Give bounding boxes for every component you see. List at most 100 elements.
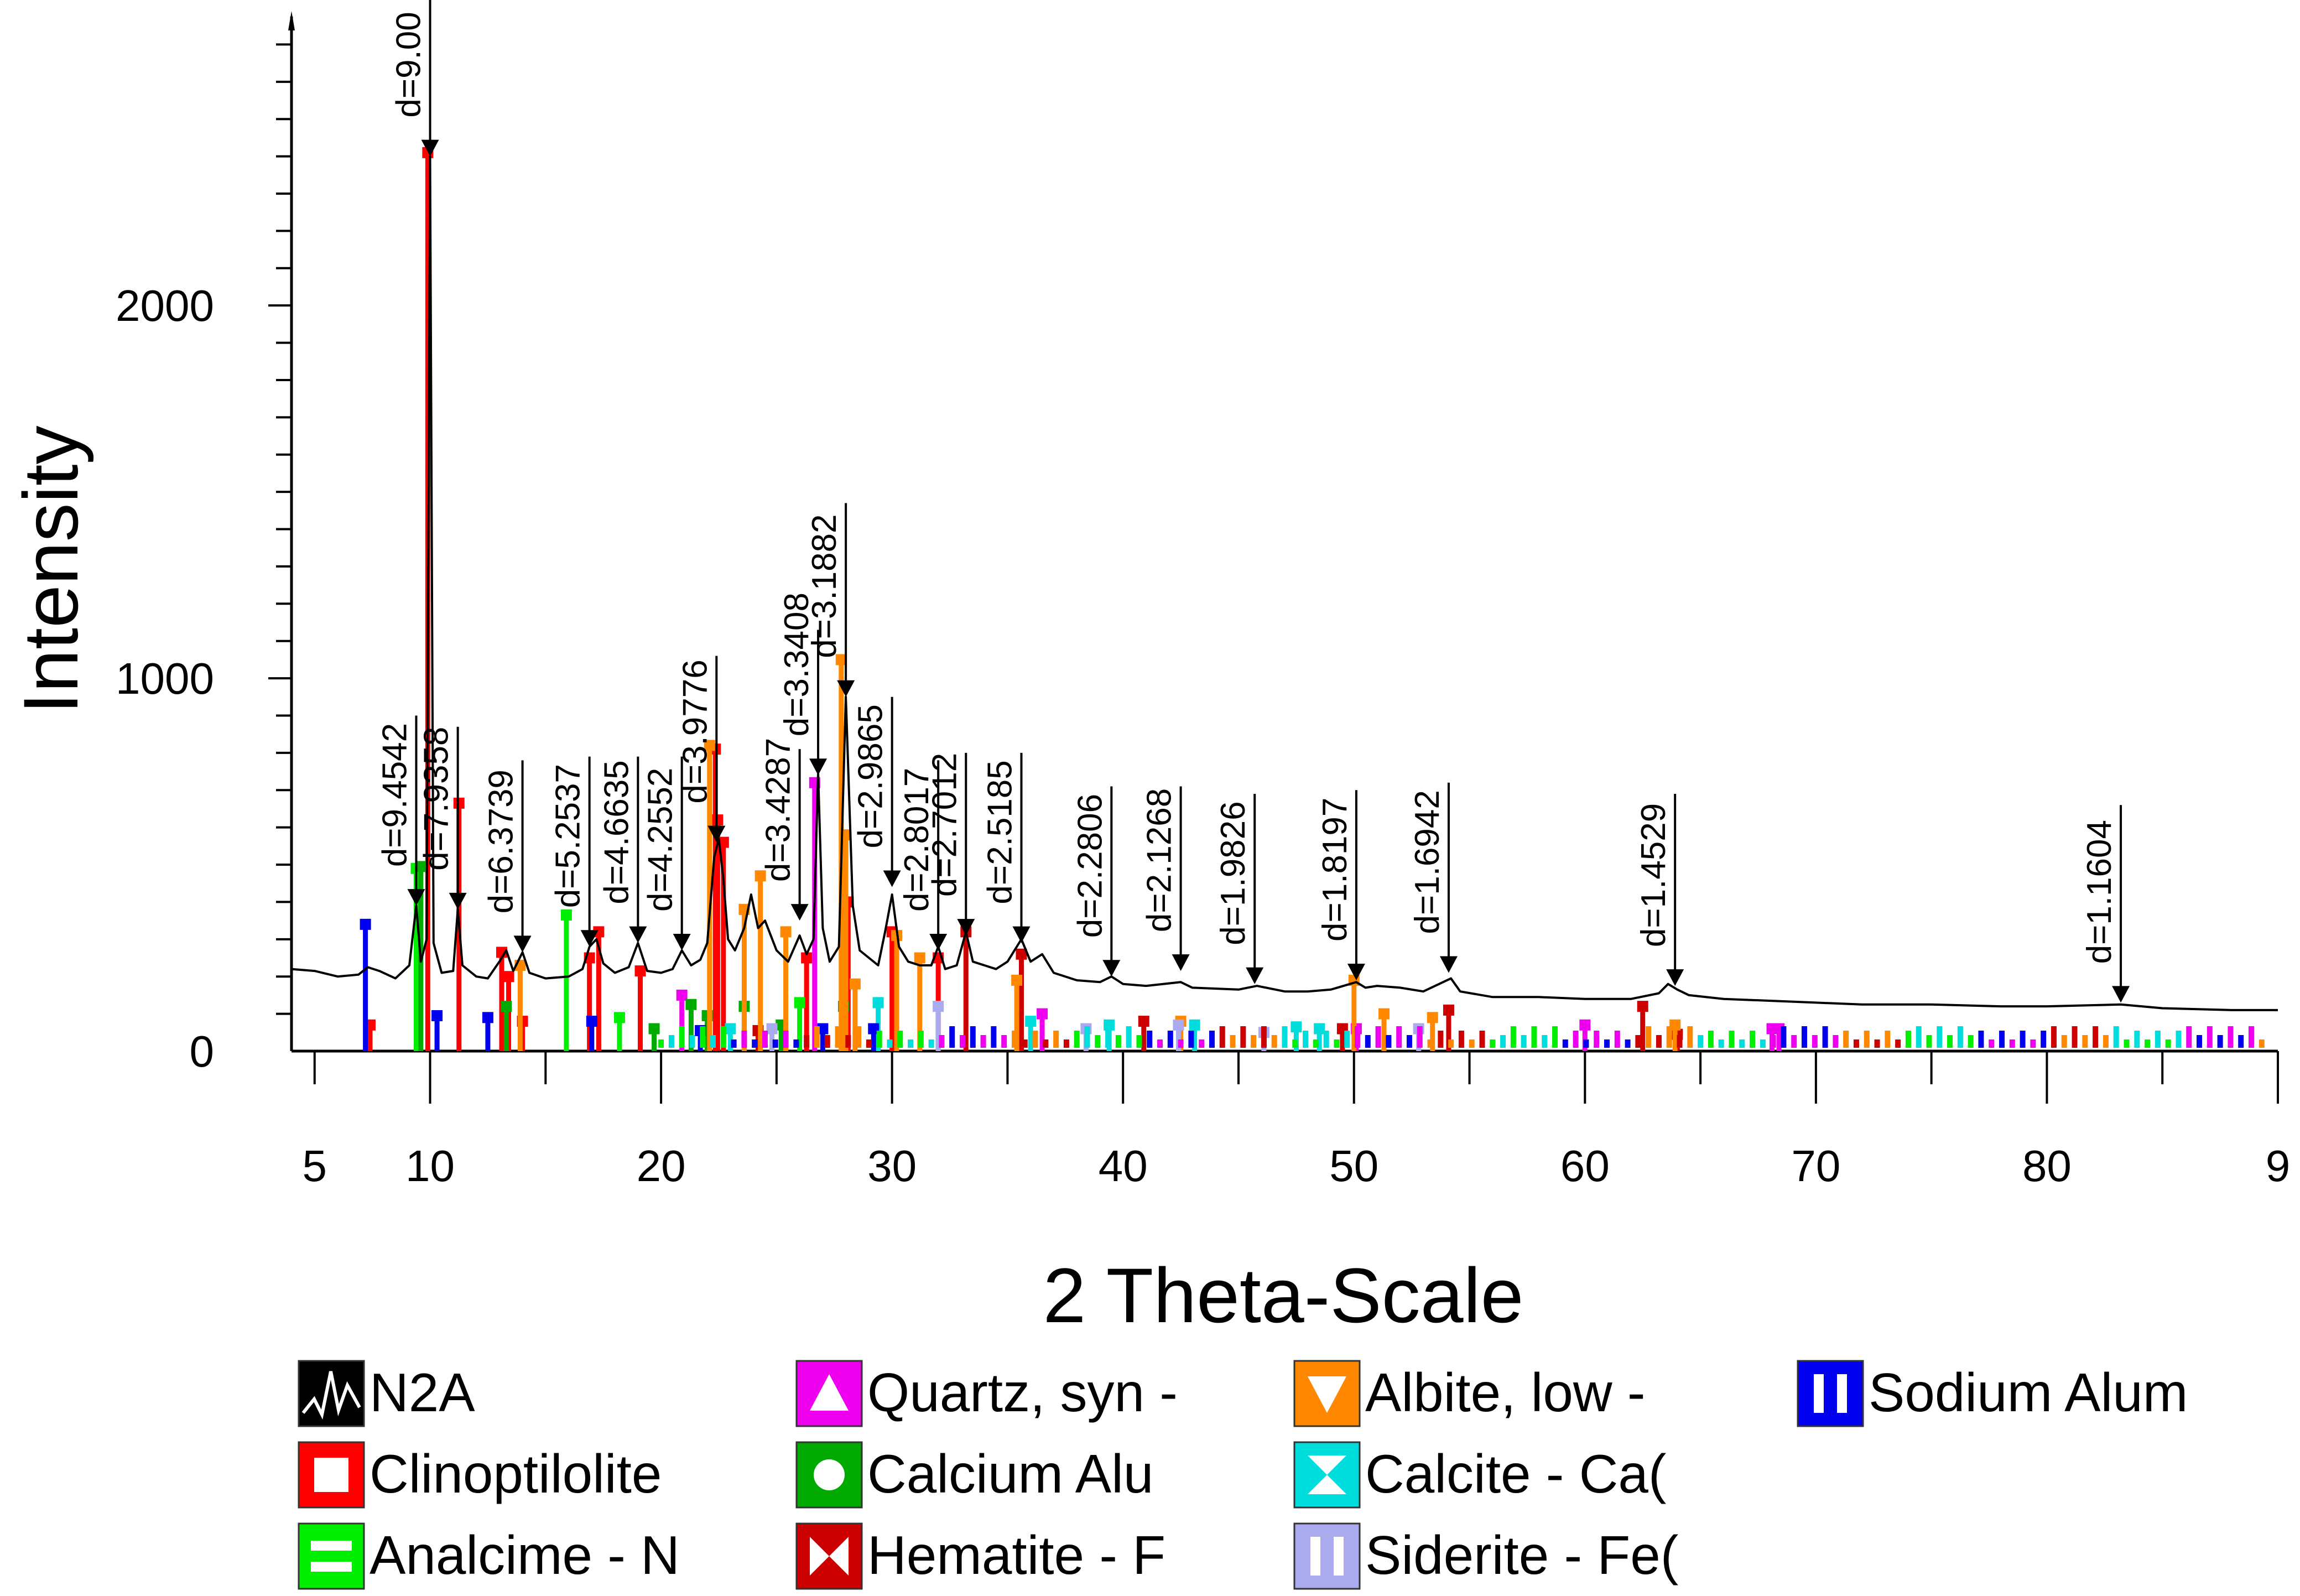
reference-stick-minor: [1500, 1035, 1506, 1048]
reference-stick-minor: [2228, 1026, 2234, 1048]
reference-stick-minor: [908, 1039, 914, 1048]
peak-marker: [707, 825, 726, 843]
bars-icon: [1310, 1537, 1320, 1576]
reference-stick-minor: [1167, 1031, 1173, 1048]
reference-marker: [453, 797, 465, 809]
reference-marker: [794, 997, 805, 1008]
reference-stick-minor: [2238, 1035, 2244, 1048]
reference-stick-minor: [1334, 1039, 1340, 1048]
legend-label: Quartz, syn -: [867, 1362, 1178, 1423]
peak-marker: [580, 930, 599, 947]
peak-label: d=1.6942: [1408, 790, 1446, 934]
reference-marker: [717, 836, 729, 848]
reference-stick-minor: [762, 1031, 768, 1048]
reference-stick-minor: [1209, 1031, 1215, 1048]
circle-icon: [814, 1459, 845, 1490]
reference-sticks-group: [360, 147, 2265, 1051]
reference-stick-minor: [1833, 1035, 1839, 1048]
y-axis-title: Intensity: [7, 425, 94, 714]
reference-stick-minor: [2051, 1026, 2057, 1048]
x-tick-label: 5: [303, 1141, 327, 1190]
reference-stick-minor: [1812, 1035, 1818, 1048]
reference-stick-minor: [876, 1031, 882, 1048]
legend-swatch: [1797, 1360, 1864, 1427]
reference-stick-minor: [2041, 1031, 2047, 1048]
reference-stick-minor: [1594, 1031, 1600, 1048]
peak-marker: [883, 870, 901, 887]
reference-stick-minor: [1885, 1031, 1891, 1048]
reference-stick-minor: [793, 1039, 799, 1048]
reference-stick-minor: [1479, 1031, 1485, 1048]
peak-marker: [809, 758, 828, 776]
reference-marker: [1427, 1012, 1438, 1023]
reference-stick-minor: [1303, 1031, 1309, 1048]
reference-stick-minor: [2186, 1026, 2192, 1048]
reference-stick-minor: [1282, 1026, 1288, 1048]
peak-marker: [1347, 963, 1365, 980]
reference-marker: [634, 965, 646, 977]
legend-label: Sodium Alum: [1869, 1362, 2188, 1423]
reference-stick-minor: [1937, 1026, 1943, 1048]
triangle-up-icon: [810, 1374, 849, 1411]
reference-stick-minor: [1718, 1039, 1724, 1048]
bars-icon: [1814, 1374, 1824, 1413]
reference-marker: [1016, 948, 1027, 960]
reference-marker: [766, 1023, 778, 1034]
bars-icon: [1334, 1537, 1344, 1576]
reference-marker: [712, 814, 724, 826]
reference-stick-minor: [772, 1039, 778, 1048]
reference-marker: [780, 926, 792, 938]
square-icon: [314, 1458, 348, 1492]
reference-stick-minor: [1053, 1031, 1059, 1048]
reference-stick-minor: [1542, 1035, 1548, 1048]
y-tick-label: 2000: [116, 281, 214, 330]
reference-marker: [1291, 1021, 1302, 1033]
reference-stick-minor: [2093, 1026, 2099, 1048]
peak-marker: [1172, 954, 1190, 971]
x-tick-label: 50: [1329, 1141, 1378, 1190]
reference-stick-minor: [1126, 1026, 1132, 1048]
peak-marker: [629, 926, 647, 943]
reference-stick-minor: [1084, 1026, 1090, 1048]
reference-stick-minor: [700, 1026, 706, 1048]
peak-label: d=6.3739: [482, 770, 521, 913]
reference-stick-minor: [1739, 1039, 1745, 1048]
reference-stick-minor: [1157, 1039, 1163, 1048]
peak-label: d=1.1604: [2080, 820, 2119, 964]
reference-stick-minor: [2176, 1031, 2182, 1048]
reference-marker: [648, 1023, 660, 1034]
reference-marker: [801, 952, 813, 964]
reference-stick-minor: [2145, 1039, 2151, 1048]
peak-label: d=2.5185: [981, 760, 1019, 904]
reference-marker: [685, 999, 697, 1010]
reference-stick-minor: [1926, 1035, 1932, 1048]
legend-label: Clinoptilolite: [370, 1443, 662, 1504]
peak-label: d=3.9776: [676, 659, 714, 803]
peak-label: d=2.9865: [852, 704, 890, 848]
reference-stick-minor: [1656, 1035, 1662, 1048]
legend-swatch: [298, 1522, 365, 1590]
reference-stick-minor: [1646, 1026, 1652, 1048]
reference-stick-minor: [835, 1026, 841, 1048]
y-tick-label: 1000: [116, 654, 214, 703]
reference-stick-minor: [949, 1026, 955, 1048]
x-tick-label: 70: [1791, 1141, 1840, 1190]
reference-stick-minor: [1510, 1026, 1516, 1048]
legend-label: Calcite - Ca(: [1365, 1443, 1667, 1504]
reference-marker: [560, 909, 572, 921]
y-tick-label: 0: [190, 1027, 215, 1076]
reference-marker: [1314, 1023, 1325, 1034]
reference-stick-minor: [980, 1035, 986, 1048]
reference-marker: [754, 870, 766, 882]
reference-marker: [835, 654, 847, 666]
reference-stick-minor: [1386, 1035, 1392, 1048]
x-tick-label: 10: [405, 1141, 455, 1190]
reference-stick-minor: [1375, 1026, 1381, 1048]
reference-stick-minor: [856, 1026, 862, 1048]
reference-marker: [431, 1010, 443, 1021]
reference-stick-minor: [1355, 1026, 1361, 1048]
reference-stick-minor: [991, 1026, 997, 1048]
peak-label: d=2.2806: [1071, 794, 1109, 938]
peak-label: d=9.4542: [376, 723, 414, 867]
peak-marker: [673, 934, 691, 951]
